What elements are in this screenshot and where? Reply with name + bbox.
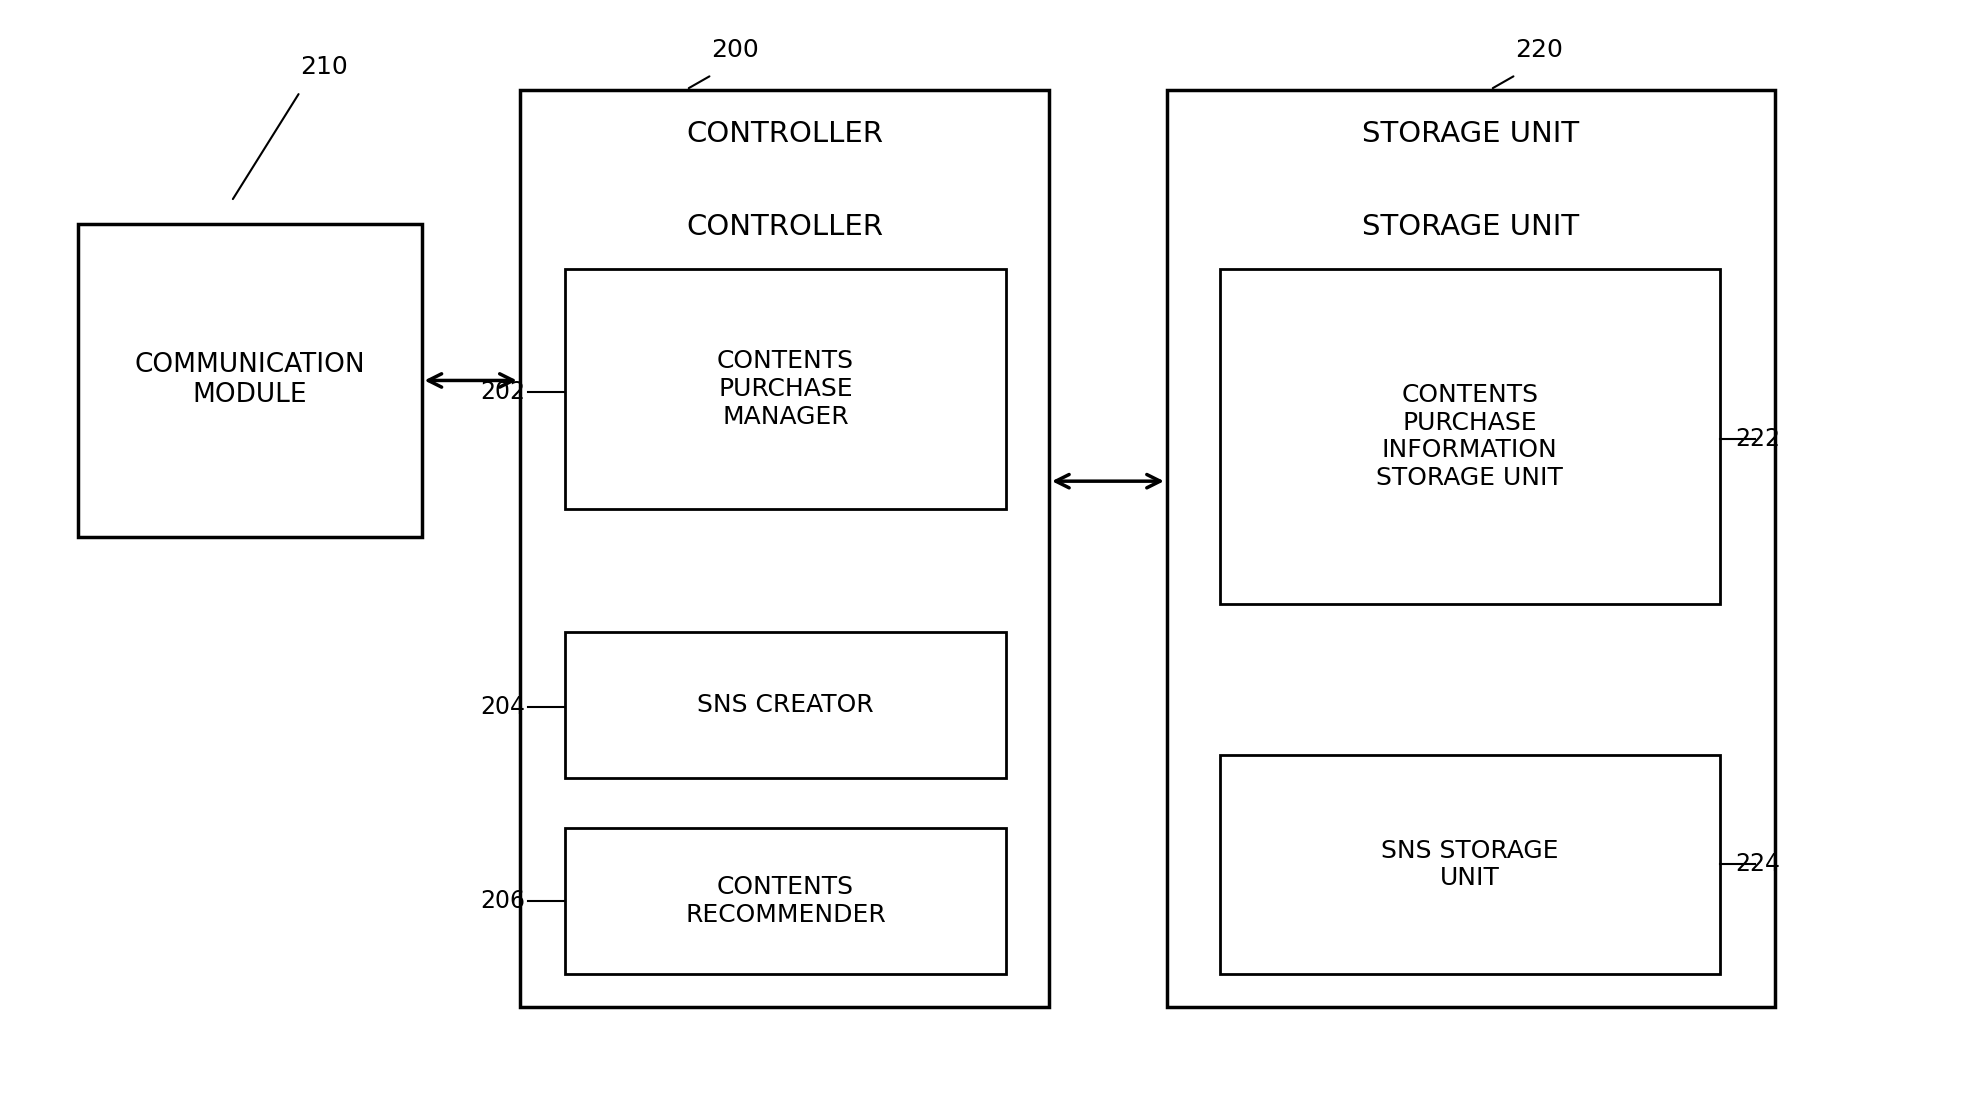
Text: CONTENTS
RECOMMENDER: CONTENTS RECOMMENDER [684, 875, 886, 927]
Bar [520, 90, 1049, 1007]
Bar [565, 828, 1006, 974]
Text: STORAGE UNIT: STORAGE UNIT [1363, 120, 1579, 149]
Bar [1220, 755, 1720, 974]
Text: 202: 202 [480, 379, 526, 404]
Text: 224: 224 [1735, 852, 1781, 876]
Bar [565, 269, 1006, 509]
Bar [565, 632, 1006, 778]
Text: SNS CREATOR: SNS CREATOR [696, 693, 875, 717]
Text: STORAGE UNIT: STORAGE UNIT [1363, 213, 1579, 242]
Text: CONTENTS
PURCHASE
MANAGER: CONTENTS PURCHASE MANAGER [718, 349, 853, 429]
Text: CONTROLLER: CONTROLLER [686, 213, 882, 242]
Text: COMMUNICATION
MODULE: COMMUNICATION MODULE [135, 352, 365, 408]
Bar [1167, 90, 1775, 1007]
Text: 210: 210 [300, 55, 347, 79]
Text: CONTENTS
PURCHASE
INFORMATION
STORAGE UNIT: CONTENTS PURCHASE INFORMATION STORAGE UN… [1377, 383, 1563, 490]
Text: 204: 204 [480, 695, 526, 720]
Text: SNS STORAGE
UNIT: SNS STORAGE UNIT [1381, 838, 1559, 891]
Text: 220: 220 [1516, 38, 1563, 63]
Bar [78, 224, 422, 537]
Text: 200: 200 [712, 38, 759, 63]
Text: 206: 206 [480, 888, 526, 913]
Bar [1220, 269, 1720, 604]
Text: CONTROLLER: CONTROLLER [686, 120, 882, 149]
Text: 222: 222 [1735, 426, 1781, 451]
